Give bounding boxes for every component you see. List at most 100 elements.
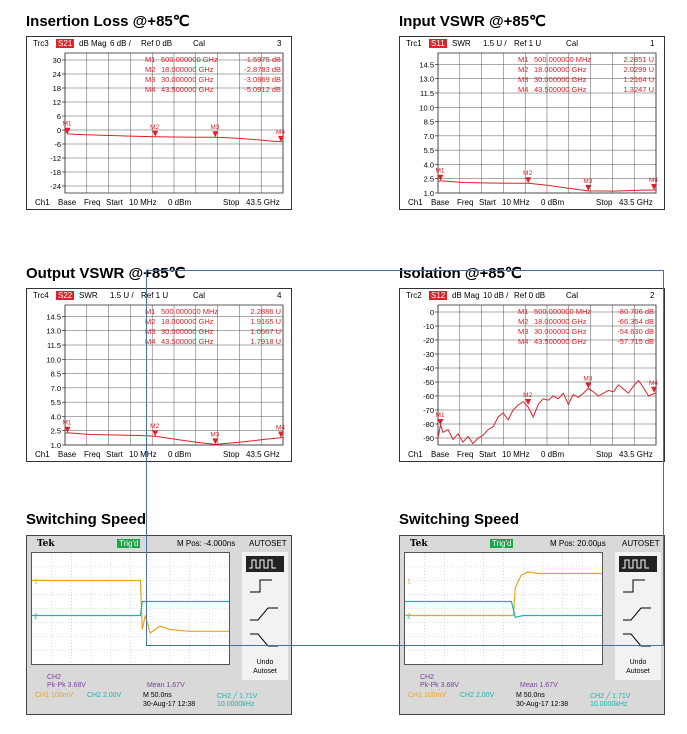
ch2-waveform — [32, 600, 229, 617]
scale-label: 1.5 U / — [110, 291, 134, 300]
insertion-loss-chart: Trc3 S21 dB Mag 6 dB / Ref 0 dB Cal 3 Ch1 Base Fr… — [26, 36, 292, 210]
trigger-frequency: 10.0000kHz — [590, 701, 628, 708]
trace-name: Trc4 — [33, 291, 49, 300]
rising-edge-icon[interactable] — [623, 607, 651, 621]
falling-edge-icon[interactable] — [623, 633, 651, 647]
mean-readout: Mean 1.67V — [147, 682, 185, 689]
trigger-frequency: 10.0000kHz — [217, 701, 255, 708]
y-tick-label: -12 — [50, 154, 61, 163]
y-tick-label: -24 — [50, 182, 61, 191]
trace-line — [437, 379, 657, 445]
channel-number: 2 — [650, 291, 655, 300]
y-tick-label: 5.5 — [51, 398, 61, 407]
plot-frame — [64, 304, 284, 446]
vna-header: Trc1 S11 SWR 1.5 U / Ref 1 U Cal 1 — [400, 37, 664, 51]
y-tick-label: 4.0 — [51, 412, 61, 421]
marker-table-label: M1 — [145, 307, 155, 316]
y-tick-label: -80 — [423, 420, 434, 429]
m-pos-readout: M Pos: -4.000ns — [177, 539, 236, 548]
marker-table-frequency: 30.000000 GHz — [534, 75, 587, 84]
channel-number: 4 — [277, 291, 282, 300]
marker-table-frequency: 43.500000 GHz — [161, 85, 214, 94]
scale-label: 6 dB / — [110, 39, 131, 48]
cal-label: Cal — [193, 39, 206, 48]
y-tick-label: 30 — [53, 56, 61, 65]
y-tick-label: 14.5 — [46, 312, 61, 321]
peak-to-peak-readout: Pk-Pk 3.68V — [420, 682, 459, 689]
power-label: 0 dBm — [541, 198, 565, 207]
freq-label: Freq — [84, 450, 101, 459]
marker-table-label: M3 — [145, 75, 155, 84]
marker-label: M4 — [649, 177, 658, 184]
start-value: 10 MHz — [502, 450, 530, 459]
marker-table-frequency: 43.500000 GHz — [534, 337, 587, 346]
square-wave-icon — [622, 559, 649, 569]
start-label: Start — [479, 450, 496, 459]
y-tick-label: -20 — [423, 336, 434, 345]
marker-table-value: -57.715 dB — [617, 337, 654, 346]
y-tick-label: -40 — [423, 364, 434, 373]
rising-edge-icon[interactable] — [250, 607, 278, 621]
y-tick-label: 13.0 — [46, 327, 61, 336]
channel-number: 1 — [650, 39, 655, 48]
ch2-marker: 2 — [407, 614, 411, 621]
marker-label: M2 — [523, 170, 532, 177]
vna-header: Trc4 S22 SWR 1.5 U / Ref 1 U Cal 4 — [27, 289, 291, 303]
marker-table-frequency: 18.000000 GHz — [534, 65, 587, 74]
marker-label: M4 — [276, 424, 285, 431]
undo-autoset-label[interactable]: Autoset — [626, 668, 650, 675]
undo-label[interactable]: Undo — [257, 659, 274, 666]
cal-label: Cal — [566, 291, 579, 300]
vna-plot: 14.5 13.0 11.5 10.0 8.5 7.0 5.5 4.0 2.5 1.0 M1 500.… — [419, 52, 658, 198]
undo-autoset-label[interactable]: Autoset — [253, 668, 277, 675]
marker-table-frequency: 500.000000 MHz — [534, 55, 591, 64]
single-cycle-icon[interactable] — [250, 579, 272, 593]
autoset-label: AUTOSET — [249, 539, 287, 548]
stop-value: 43.5 GHz — [619, 450, 653, 459]
format-label: SWR — [452, 39, 471, 48]
undo-label[interactable]: Undo — [630, 659, 647, 666]
start-label: Start — [106, 450, 123, 459]
square-wave-icon — [249, 559, 276, 569]
m-pos-readout: M Pos: 20.00µs — [550, 539, 606, 548]
marker-table-value: 2.2851 U — [624, 55, 654, 64]
y-tick-label: 8.5 — [424, 118, 434, 127]
marker-table-label: M2 — [145, 65, 155, 74]
start-value: 10 MHz — [129, 450, 157, 459]
date-time: 30-Aug-17 12:38 — [143, 701, 196, 708]
switching-speed-scope-1: Tek Trig'd M Pos: -4.000ns AUTOSET 1 2 CH2 Pk-P… — [26, 535, 292, 715]
waveform-plot: 12 — [32, 553, 229, 664]
marker-triangle — [525, 177, 532, 184]
marker-triangle — [278, 135, 284, 142]
format-label: SWR — [79, 291, 98, 300]
cal-label: Cal — [566, 39, 579, 48]
y-tick-label: 7.0 — [424, 132, 434, 141]
marker-label: M1 — [62, 121, 71, 128]
marker-triangle — [212, 438, 219, 445]
marker-table-value: -3.0869 dB — [244, 75, 281, 84]
stop-label: Stop — [596, 198, 613, 207]
marker-triangle — [278, 431, 284, 438]
ch1-marker: 1 — [407, 579, 411, 586]
marker-table-label: M2 — [518, 317, 528, 326]
parameter-badge: S12 — [429, 291, 448, 300]
single-cycle-icon[interactable] — [623, 579, 645, 593]
trace-name: Trc2 — [406, 291, 422, 300]
scope-status-bar: CH1 100mV CH2 2.00V M 50.0ns CH2 ╱ 1.71V 30-… — [400, 690, 664, 714]
base-label: Base — [431, 450, 450, 459]
marker-label: M3 — [210, 431, 219, 438]
marker-table-frequency: 30.000000 GHz — [534, 327, 587, 336]
ch1-waveform — [32, 579, 229, 634]
input-vswr-title: Input VSWR @+85℃ — [399, 13, 546, 30]
y-tick-label: 14.5 — [419, 60, 434, 69]
base-label: Base — [58, 198, 77, 207]
marker-label: M2 — [523, 392, 532, 399]
reference-label: Ref 1 U — [514, 39, 542, 48]
marker-triangle — [212, 131, 219, 138]
marker-triangle — [437, 174, 444, 181]
scope-header: Tek Trig'd M Pos: -4.000ns AUTOSET — [27, 536, 291, 552]
y-tick-label: 5.5 — [424, 146, 434, 155]
marker-table-value: -5.0912 dB — [244, 85, 281, 94]
falling-edge-icon[interactable] — [250, 633, 278, 647]
